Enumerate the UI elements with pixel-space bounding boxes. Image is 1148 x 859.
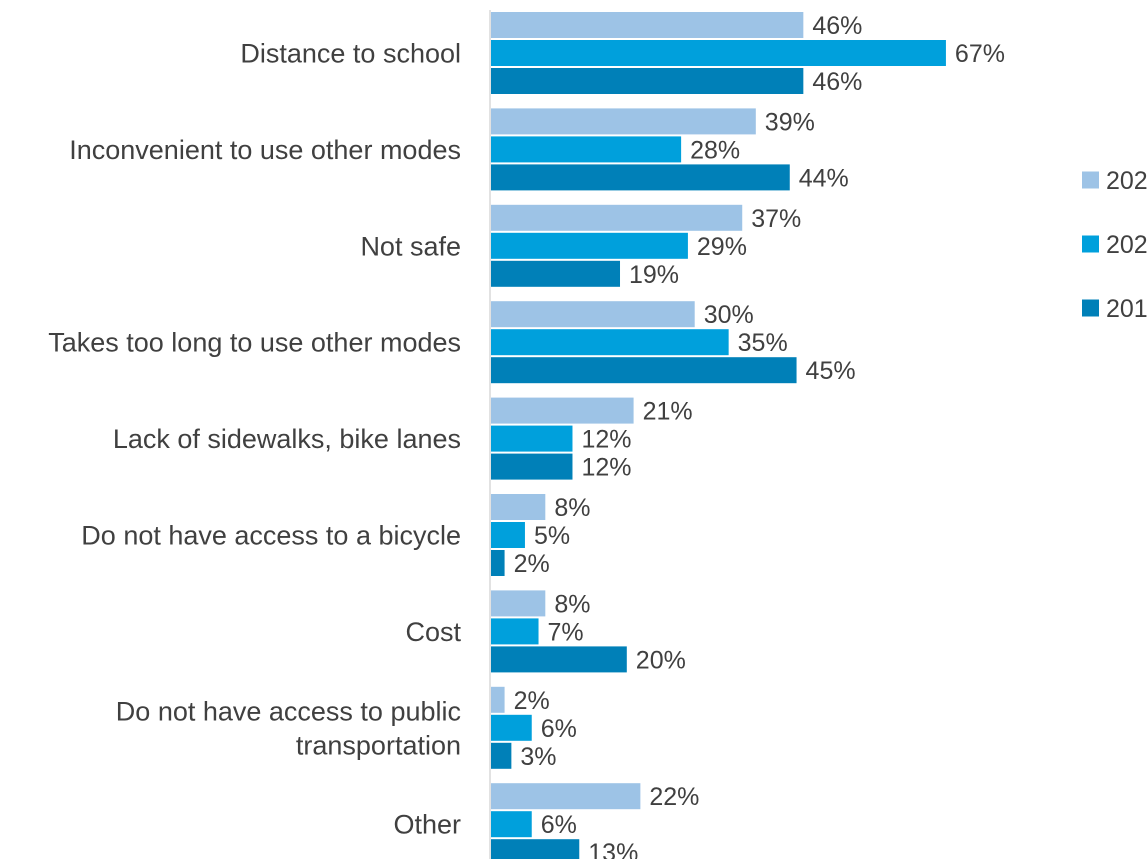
bar-2023 — [491, 686, 505, 713]
category-label: Inconvenient to use other modes — [69, 135, 461, 165]
category-label-line: Takes too long to use other modes — [48, 328, 461, 358]
bar-2023 — [491, 12, 804, 38]
data-label: 37% — [751, 205, 801, 233]
data-label: 6% — [541, 715, 577, 743]
data-label: 35% — [738, 329, 788, 357]
bar-2016 — [491, 742, 512, 769]
category-labels: Distance to school Inconvenient to use ot… — [48, 38, 461, 839]
data-label: 46% — [812, 68, 862, 96]
category-label: Takes too long to use other modes — [48, 328, 461, 358]
bar-2023 — [491, 301, 695, 328]
data-label: 12% — [581, 426, 631, 454]
category-label-line: Distance to school — [240, 38, 461, 68]
data-label: 8% — [554, 590, 590, 618]
category-label-line: Do not have access to a bicycle — [81, 520, 461, 550]
bar-2016 — [491, 646, 627, 673]
data-label: 13% — [588, 839, 638, 859]
bar-2021 — [491, 232, 688, 259]
category-label-line: Lack of sidewalks, bike lanes — [113, 424, 461, 454]
bar-2023 — [491, 590, 546, 617]
bar-2021 — [491, 40, 946, 66]
bar-2016 — [491, 164, 790, 191]
category-label: Distance to school — [240, 38, 461, 68]
category-label-line: Cost — [405, 617, 461, 647]
bar-2023 — [491, 108, 756, 135]
data-label: 22% — [649, 783, 699, 811]
category-label: Other — [393, 810, 461, 840]
data-label: 6% — [541, 811, 577, 839]
data-label: 7% — [548, 618, 584, 646]
bar-2023 — [491, 397, 634, 424]
bar-2023 — [491, 204, 743, 231]
legend-label: 2021 — [1106, 231, 1148, 259]
category-label-line: Inconvenient to use other modes — [69, 135, 461, 165]
data-label: 28% — [690, 136, 740, 164]
data-label: 29% — [697, 233, 747, 261]
data-label: 21% — [643, 398, 693, 426]
legend-swatch-2016 — [1082, 299, 1099, 317]
category-label-line: Other — [393, 810, 461, 840]
data-label: 30% — [704, 301, 754, 329]
bar-2021 — [491, 714, 532, 741]
legend-label: 2016 — [1106, 295, 1148, 323]
data-label: 12% — [581, 454, 631, 482]
bar-2016 — [491, 260, 621, 287]
bar-2021 — [491, 136, 682, 163]
legend-label: 2023 — [1106, 167, 1148, 195]
data-label: 45% — [806, 357, 856, 385]
category-label: Do not have access to public transportati… — [116, 696, 461, 760]
bar-2023 — [491, 494, 546, 520]
data-label: 8% — [554, 494, 590, 522]
data-label: 67% — [955, 40, 1005, 68]
category-label-line: transportation — [296, 730, 461, 760]
legend: 2023 2021 2016 — [1082, 167, 1148, 323]
bar-2016 — [491, 68, 804, 94]
bar-2021 — [491, 522, 525, 548]
data-label: 3% — [520, 743, 556, 771]
legend-swatch-2021 — [1082, 235, 1099, 253]
category-label: Cost — [405, 617, 461, 647]
category-label: Not safe — [360, 231, 461, 261]
bar-2023 — [491, 783, 641, 810]
data-label: 2% — [514, 687, 550, 715]
bar-2021 — [491, 618, 539, 645]
category-label-line: Do not have access to public — [116, 696, 461, 726]
category-label: Do not have access to a bicycle — [81, 520, 461, 550]
bars-group: 46% 67% 46% 39% 28% 44% 37%29% 19% 30%35% 45% 21% 1… — [491, 12, 1005, 859]
data-label: 19% — [629, 261, 679, 289]
bar-2021 — [491, 329, 729, 356]
legend-swatch-2023 — [1082, 171, 1099, 189]
bar-2016 — [491, 839, 580, 859]
data-label: 46% — [812, 12, 862, 40]
data-label: 39% — [765, 108, 815, 136]
bar-2016 — [491, 550, 505, 576]
data-label: 44% — [799, 164, 849, 192]
data-label: 2% — [514, 550, 550, 578]
data-label: 5% — [534, 522, 570, 550]
bar-2016 — [491, 453, 573, 480]
category-label: Lack of sidewalks, bike lanes — [113, 424, 461, 454]
bar-2016 — [491, 357, 797, 384]
category-label-line: Not safe — [360, 231, 461, 261]
bar-2021 — [491, 425, 573, 452]
data-label: 20% — [636, 646, 686, 674]
bar-2021 — [491, 811, 532, 838]
